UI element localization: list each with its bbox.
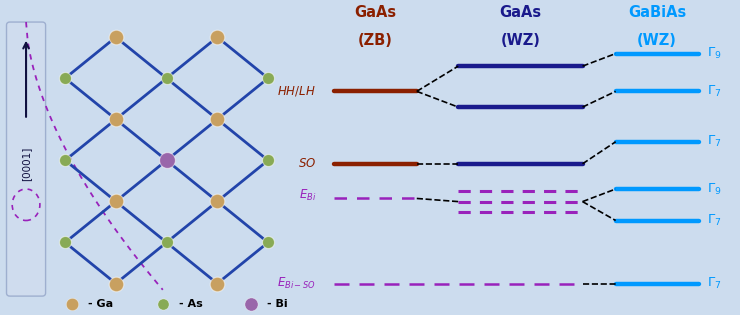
Point xyxy=(157,301,169,306)
Point xyxy=(212,199,223,204)
Point xyxy=(262,158,274,163)
Point xyxy=(245,301,257,306)
Text: GaAs: GaAs xyxy=(500,5,542,20)
Point xyxy=(66,301,78,306)
FancyBboxPatch shape xyxy=(7,22,46,296)
Text: [0001]: [0001] xyxy=(21,146,31,181)
Text: GaBiAs: GaBiAs xyxy=(628,5,686,20)
Text: $\Gamma_7$: $\Gamma_7$ xyxy=(707,84,722,99)
Text: GaAs: GaAs xyxy=(354,5,397,20)
Point xyxy=(110,281,122,286)
Text: (WZ): (WZ) xyxy=(637,33,677,49)
Text: $E_{Bi-SO}$: $E_{Bi-SO}$ xyxy=(277,276,316,291)
Point xyxy=(212,117,223,122)
Point xyxy=(110,35,122,40)
Point xyxy=(59,76,71,81)
Point xyxy=(212,35,223,40)
Text: $HH/LH$: $HH/LH$ xyxy=(278,84,316,98)
Text: $\Gamma_7$: $\Gamma_7$ xyxy=(707,213,722,228)
Text: - Bi: - Bi xyxy=(267,299,288,309)
Text: - Ga: - Ga xyxy=(88,299,113,309)
Text: (ZB): (ZB) xyxy=(358,33,393,49)
Point xyxy=(110,117,122,122)
Text: $\Gamma_9$: $\Gamma_9$ xyxy=(707,181,722,197)
Point xyxy=(59,240,71,245)
Point xyxy=(161,158,172,163)
Point xyxy=(212,281,223,286)
Point xyxy=(262,76,274,81)
Text: - As: - As xyxy=(179,299,203,309)
Text: $\Gamma_7$: $\Gamma_7$ xyxy=(707,134,722,149)
Point xyxy=(110,199,122,204)
Point xyxy=(161,240,172,245)
Text: $E_{Bi}$: $E_{Bi}$ xyxy=(298,188,316,203)
Text: $\Gamma_7$: $\Gamma_7$ xyxy=(707,276,722,291)
Point xyxy=(59,158,71,163)
Point xyxy=(262,240,274,245)
Point xyxy=(161,76,172,81)
Text: $\Gamma_9$: $\Gamma_9$ xyxy=(707,46,722,61)
Text: $SO$: $SO$ xyxy=(297,157,316,170)
Text: (WZ): (WZ) xyxy=(500,33,540,49)
